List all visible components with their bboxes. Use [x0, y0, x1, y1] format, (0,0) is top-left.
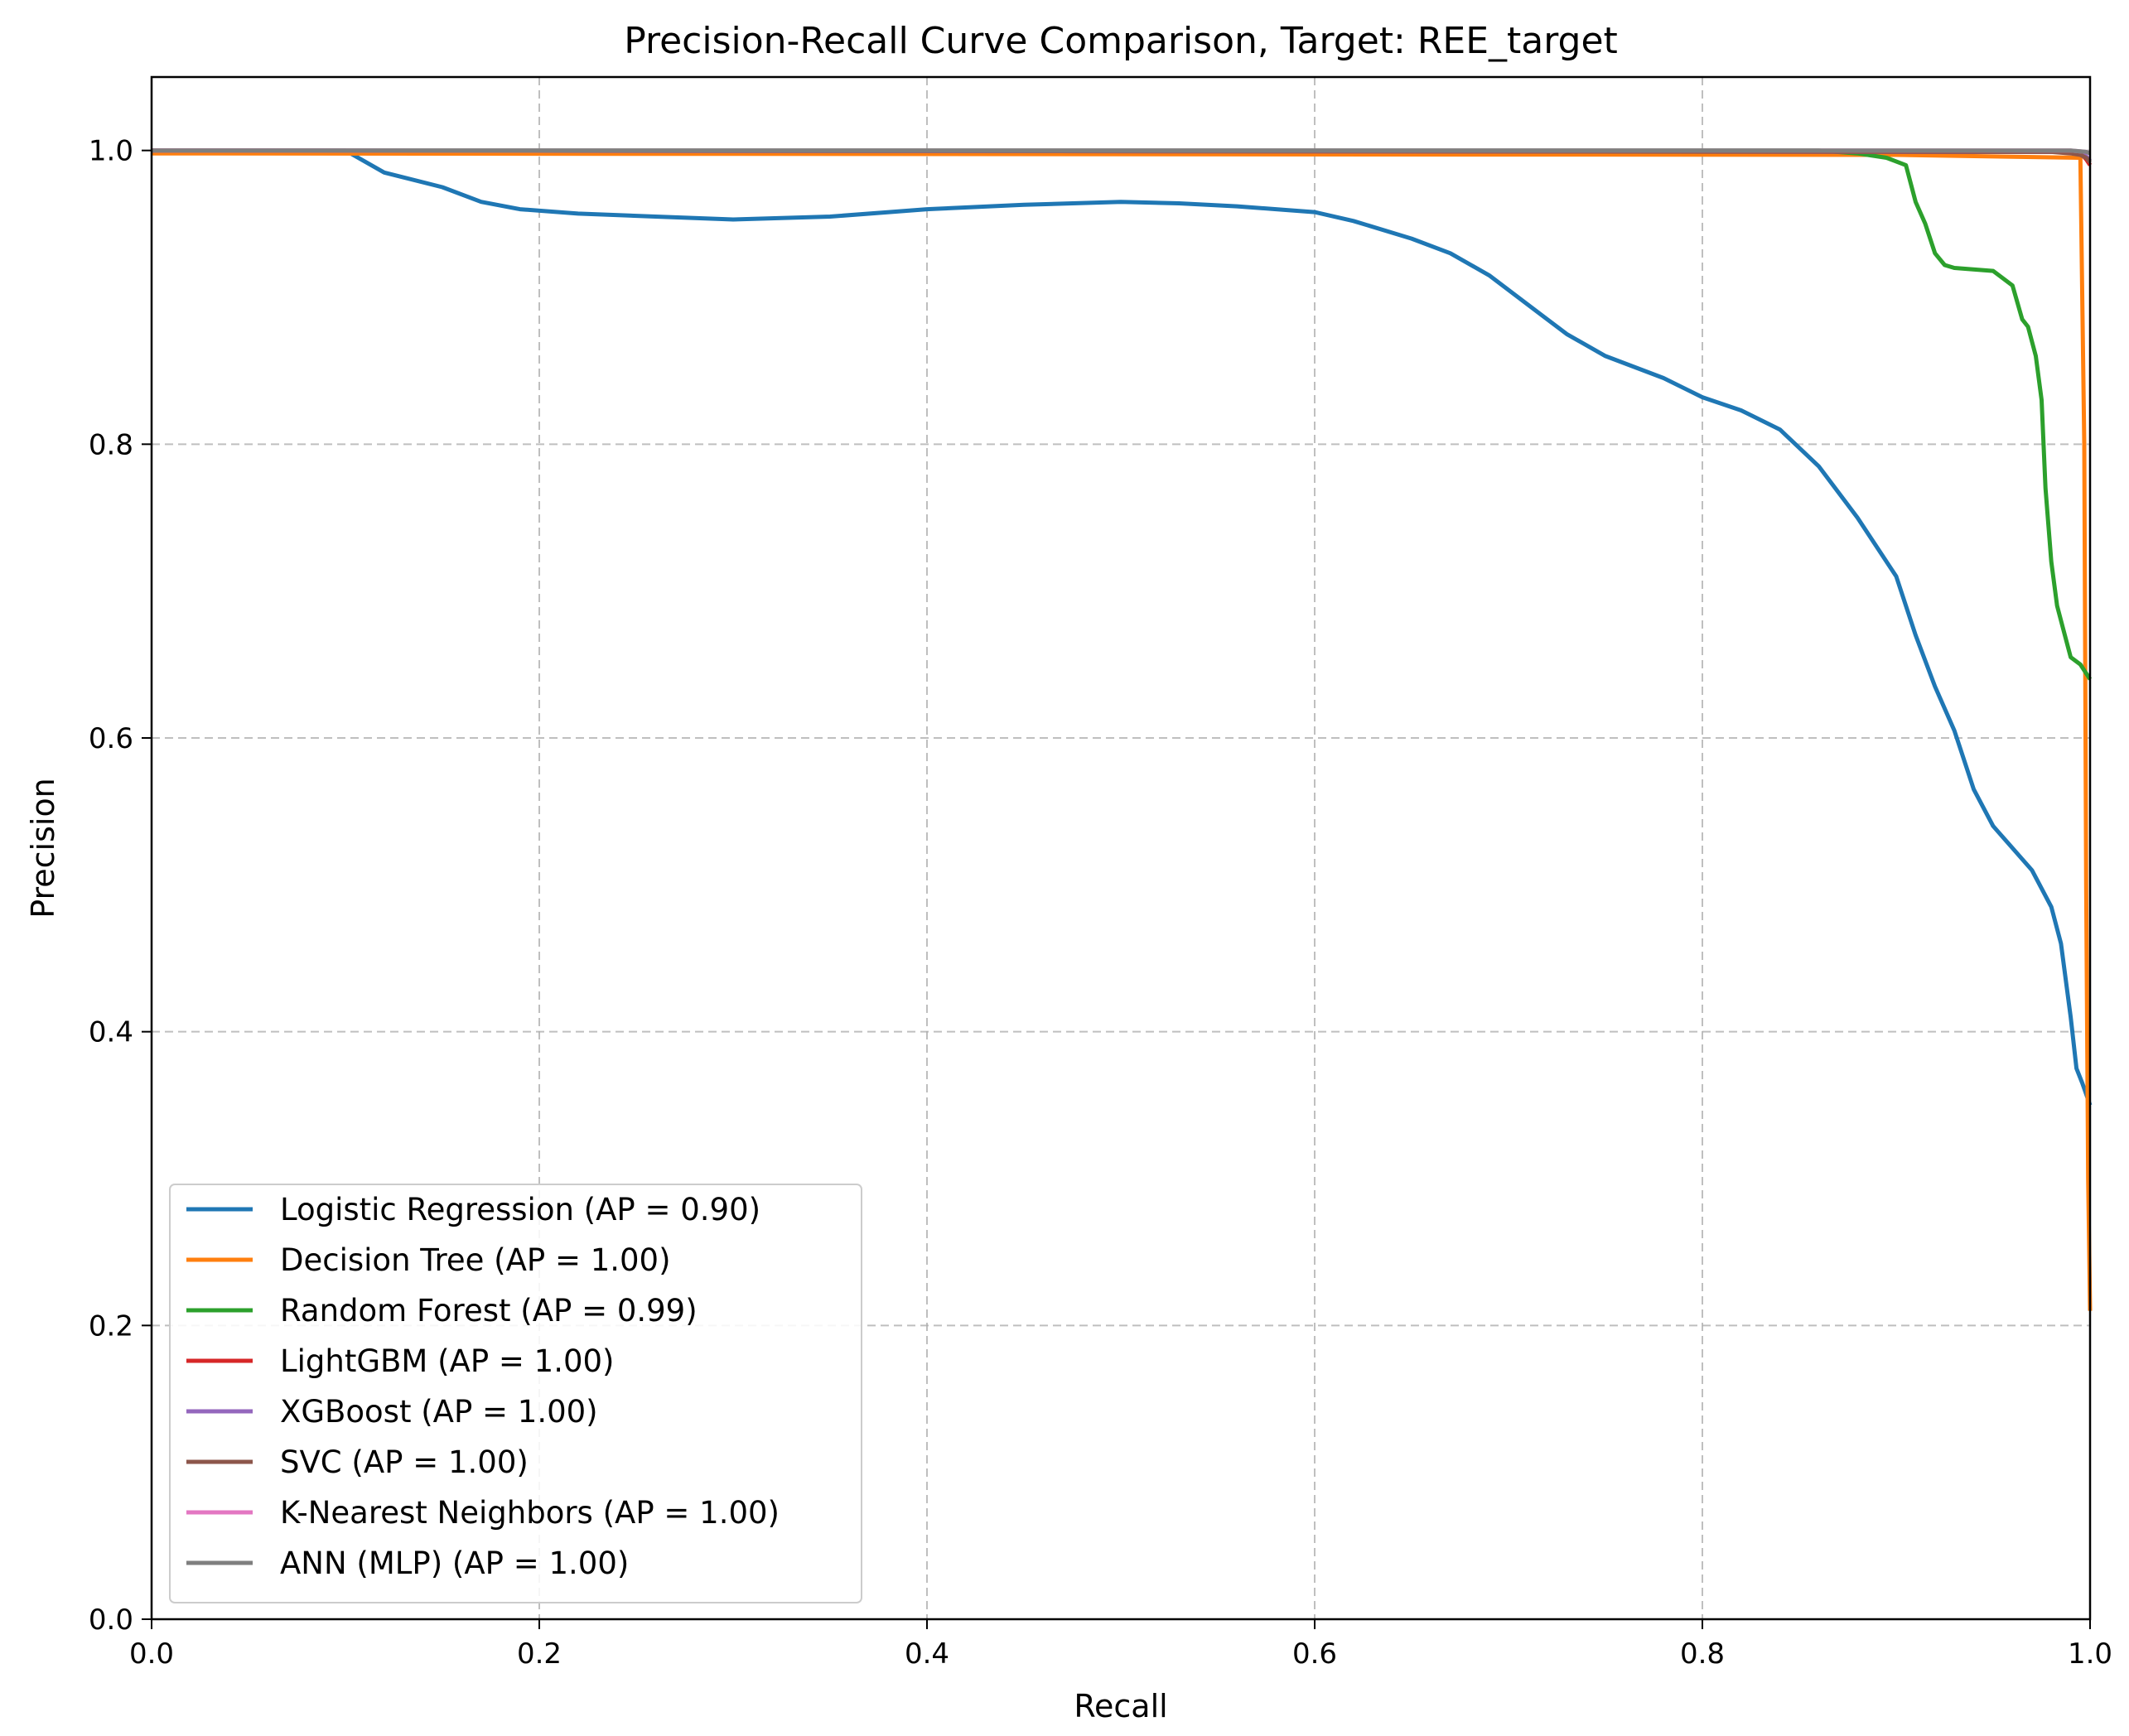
legend-box: [169, 1184, 862, 1603]
y-tick-label: 0.2: [89, 1309, 133, 1343]
x-tick-label: 0.0: [129, 1637, 174, 1671]
series-line: [152, 148, 2093, 1107]
series-line: [151, 151, 2093, 1311]
legend: Logistic Regression (AP = 0.90) Decision …: [169, 1184, 862, 1603]
x-axis-ticks: 0.0 0.2 0.4 0.6 0.8 1.0: [129, 1619, 2112, 1671]
legend-label: Random Forest (AP = 0.99): [280, 1293, 698, 1329]
y-tick-label: 0.0: [89, 1603, 133, 1637]
legend-label: SVC (AP = 1.00): [280, 1444, 529, 1480]
legend-label: ANN (MLP) (AP = 1.00): [280, 1546, 629, 1581]
x-tick-label: 0.8: [1680, 1637, 1725, 1671]
chart-title: Precision-Recall Curve Comparison, Targe…: [624, 20, 1618, 62]
y-tick-label: 1.0: [89, 135, 133, 168]
x-tick-label: 0.2: [517, 1637, 562, 1671]
series-line: [152, 148, 2093, 681]
plot-frame: [150, 75, 2092, 1621]
legend-label: LightGBM (AP = 1.00): [280, 1343, 614, 1379]
legend-label: K-Nearest Neighbors (AP = 1.00): [280, 1495, 780, 1531]
y-tick-label: 0.4: [89, 1016, 133, 1049]
y-tick-label: 0.8: [89, 428, 133, 461]
legend-label: Decision Tree (AP = 1.00): [280, 1242, 671, 1278]
x-tick-label: 1.0: [2068, 1637, 2112, 1671]
x-axis-label: Recall: [1074, 1688, 1167, 1724]
y-tick-label: 0.6: [89, 722, 133, 755]
legend-label: XGBoost (AP = 1.00): [280, 1394, 598, 1430]
y-axis-ticks: 0.0 0.2 0.4 0.6 0.8 1.0: [89, 135, 152, 1637]
y-axis-label: Precision: [25, 778, 61, 919]
series-line: [152, 148, 2091, 156]
legend-label: Logistic Regression (AP = 0.90): [280, 1192, 760, 1227]
x-tick-label: 0.4: [905, 1637, 949, 1671]
x-tick-label: 0.6: [1292, 1637, 1337, 1671]
series-lines: [151, 148, 2093, 1311]
